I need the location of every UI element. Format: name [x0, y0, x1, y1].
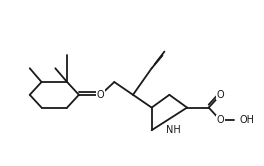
Text: O: O — [217, 90, 224, 100]
Text: NH: NH — [166, 125, 181, 135]
Text: OH: OH — [239, 115, 254, 125]
Text: O: O — [217, 115, 224, 125]
Text: O: O — [97, 90, 104, 100]
